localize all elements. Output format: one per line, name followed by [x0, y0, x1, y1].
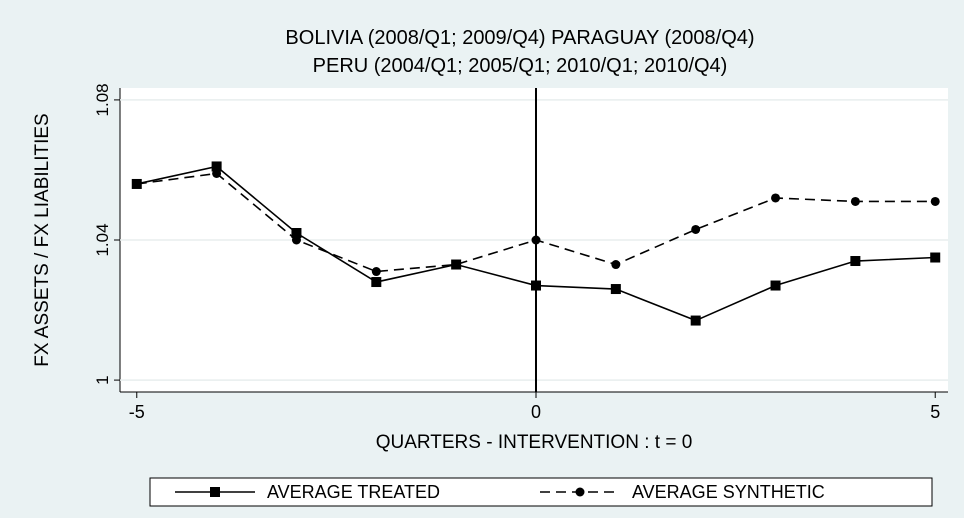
chart-title: BOLIVIA (2008/Q1; 2009/Q4) PARAGUAY (200… [285, 27, 754, 49]
x-tick-label: -5 [129, 402, 145, 422]
data-point [611, 260, 621, 270]
data-point [371, 267, 381, 277]
y-tick-label: 1.04 [93, 223, 112, 256]
data-point [930, 252, 941, 263]
legend-label: AVERAGE SYNTHETIC [632, 482, 825, 502]
data-point [691, 224, 701, 234]
data-point [770, 280, 781, 291]
legend-marker [575, 487, 585, 497]
x-axis-label: QUARTERS - INTERVENTION : t = 0 [376, 432, 693, 453]
legend-marker [210, 487, 220, 497]
chart-title: PERU (2004/Q1; 2005/Q1; 2010/Q1; 2010/Q4… [313, 55, 728, 77]
y-tick-label: 1 [93, 375, 112, 384]
data-point [291, 227, 302, 238]
data-point [930, 196, 940, 206]
data-point [291, 235, 301, 245]
x-tick-label: 0 [531, 402, 541, 422]
data-point [211, 161, 222, 172]
data-point [850, 196, 860, 206]
legend [149, 477, 933, 507]
data-point [451, 260, 461, 270]
data-point [690, 315, 701, 326]
y-axis-label: FX ASSETS / FX LIABILITIES [32, 113, 53, 366]
data-point [850, 256, 861, 267]
legend-label: AVERAGE TREATED [267, 482, 440, 502]
data-point [212, 168, 222, 178]
data-point [530, 280, 541, 291]
data-point [771, 193, 781, 203]
data-point [531, 235, 541, 245]
x-tick-label: 5 [930, 402, 940, 422]
data-point [371, 277, 382, 288]
data-point [610, 284, 621, 295]
data-point [132, 179, 142, 189]
y-tick-label: 1.08 [93, 83, 112, 116]
